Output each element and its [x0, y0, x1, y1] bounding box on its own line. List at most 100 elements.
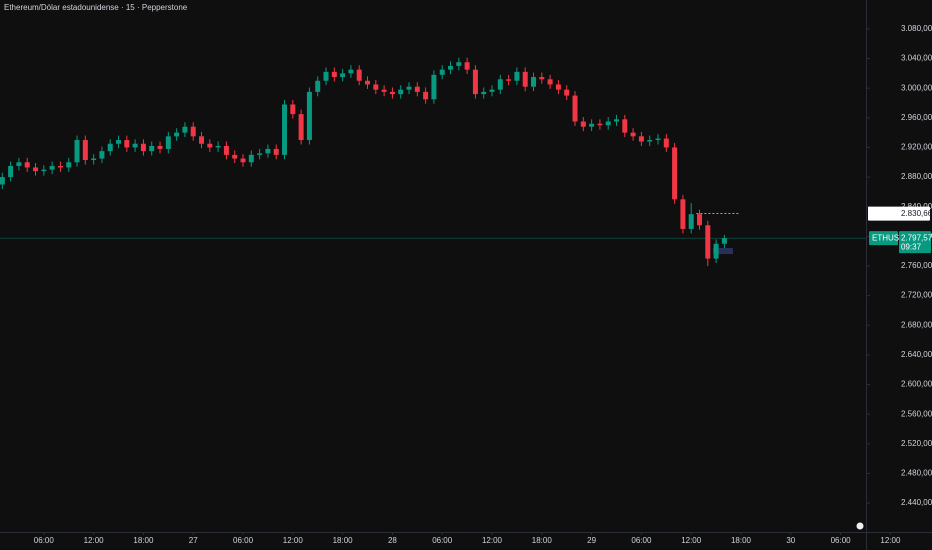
x-tick-label: 12:00	[482, 536, 503, 545]
candle-body	[663, 138, 669, 148]
candle-body	[199, 136, 205, 144]
candle-body	[132, 143, 138, 148]
x-tick-label: 12:00	[681, 536, 702, 545]
candle-body	[605, 121, 611, 126]
y-tick-label: 2.880,00	[901, 172, 932, 181]
candle-body	[472, 69, 478, 95]
candle-body	[630, 132, 636, 137]
candle-body	[282, 104, 288, 155]
y-tick-label: 3.000,00	[901, 83, 932, 92]
candle-body	[306, 91, 312, 141]
y-tick-label: 2.440,00	[901, 498, 932, 507]
x-tick-label: 28	[388, 536, 397, 545]
candle-body	[423, 91, 429, 100]
x-tick-label: 18:00	[333, 536, 354, 545]
candle-body	[555, 84, 561, 90]
y-tick-label: 2.920,00	[901, 143, 932, 152]
candle-body	[622, 119, 628, 133]
candle-body	[448, 65, 454, 70]
candle-body	[0, 177, 5, 185]
candle-body	[589, 123, 595, 127]
candle-body	[149, 145, 155, 152]
y-tick-label: 2.960,00	[901, 113, 932, 122]
candle-body	[16, 162, 22, 166]
candle-body	[140, 143, 146, 152]
y-tick-label: 2.560,00	[901, 409, 932, 418]
candle-body	[688, 214, 694, 229]
candle-body	[406, 86, 412, 90]
candle-body	[431, 74, 437, 100]
x-tick-label: 12:00	[84, 536, 105, 545]
x-tick-label: 06:00	[233, 536, 254, 545]
candle-body	[331, 71, 337, 78]
y-tick-label: 2.600,00	[901, 380, 932, 389]
candle-body	[638, 136, 644, 142]
x-tick-label: 06:00	[432, 536, 453, 545]
candle-body	[24, 162, 30, 168]
countdown-label: 09:37	[901, 242, 922, 251]
candle-body	[340, 73, 346, 78]
candle-body	[365, 80, 371, 85]
marker-label-box	[868, 206, 930, 221]
candle-body	[356, 69, 362, 81]
candle-body	[481, 91, 487, 95]
candle-body	[223, 145, 229, 155]
candle-body	[456, 62, 462, 66]
x-tick-label: 06:00	[34, 536, 55, 545]
candle-body	[514, 71, 520, 81]
candle-body	[721, 238, 727, 244]
candle-body	[91, 158, 97, 161]
candle-body	[564, 89, 570, 96]
candle-body	[580, 121, 586, 127]
candle-body	[680, 199, 686, 229]
x-tick-label: 29	[587, 536, 596, 545]
candle-body	[107, 143, 113, 152]
y-tick-label: 3.080,00	[901, 24, 932, 33]
candle-body	[655, 138, 661, 141]
candle-body	[414, 86, 420, 92]
candle-body	[41, 169, 47, 172]
candle-body	[74, 140, 80, 163]
x-tick-label: 06:00	[631, 536, 652, 545]
candle-body	[174, 132, 180, 137]
candle-body	[57, 165, 63, 168]
candle-body	[489, 89, 495, 92]
candle-body	[257, 153, 263, 155]
candle-body	[248, 154, 254, 163]
candle-body	[697, 214, 703, 226]
candle-body	[614, 119, 620, 122]
y-tick-label: 2.640,00	[901, 350, 932, 359]
candle-body	[49, 165, 55, 170]
candle-body	[539, 77, 545, 80]
candle-body	[398, 89, 404, 95]
symbol-label-box	[869, 231, 898, 246]
x-tick-label: 18:00	[731, 536, 752, 545]
candle-body	[547, 79, 553, 85]
candle-body	[506, 79, 512, 81]
candle-body	[157, 145, 163, 149]
x-tick-label: 30	[786, 536, 795, 545]
candle-body	[439, 69, 445, 75]
candle-body	[82, 140, 88, 161]
candle-body	[497, 79, 503, 90]
candle-body	[232, 154, 238, 159]
last-price-label: 2.797,57	[901, 233, 932, 242]
y-tick-label: 2.520,00	[901, 439, 932, 448]
candle-body	[207, 143, 213, 148]
event-icon[interactable]	[856, 522, 864, 530]
y-tick-label: 3.040,00	[901, 54, 932, 63]
symbol-label: ETHUSD	[872, 233, 905, 242]
candle-body	[99, 151, 105, 159]
candle-body	[647, 140, 653, 142]
candle-body	[597, 123, 603, 126]
candle-body	[531, 77, 537, 87]
x-tick-label: 18:00	[532, 536, 553, 545]
y-tick-label: 2.480,00	[901, 469, 932, 478]
candle-body	[373, 84, 379, 90]
candle-body	[66, 162, 72, 168]
candle-body	[464, 62, 470, 70]
last-price-box	[899, 231, 931, 254]
candle-body	[298, 114, 304, 141]
candle-body	[713, 243, 719, 259]
